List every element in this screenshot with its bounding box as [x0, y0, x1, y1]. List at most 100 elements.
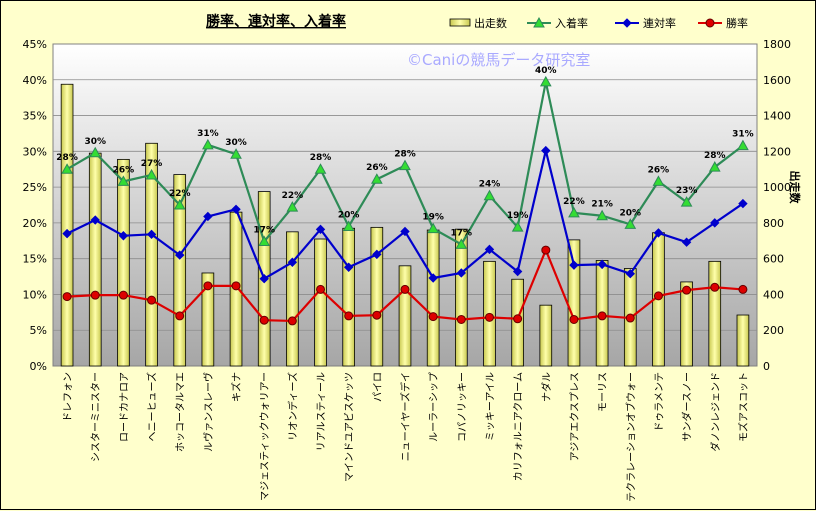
- category-label: ダノンレジェンド: [709, 372, 722, 452]
- triangle-marker: [680, 196, 693, 207]
- circle-marker: [118, 290, 128, 300]
- data-label: 26%: [648, 165, 670, 175]
- circle-marker: [738, 284, 748, 294]
- left-tick-label: 15%: [23, 253, 47, 266]
- diamond-marker: [259, 273, 269, 284]
- data-label: 22%: [169, 189, 191, 199]
- diamond-marker: [597, 259, 607, 270]
- data-label: 24%: [479, 180, 501, 190]
- category-label: シスターミニスター: [90, 372, 102, 462]
- category-label: パイロ: [372, 372, 384, 402]
- legend: 出走数 入着率 連対率 勝率: [449, 16, 748, 30]
- triangle-marker: [145, 168, 158, 180]
- bar: [286, 231, 299, 367]
- triangle-marker: [539, 75, 552, 87]
- circle-marker: [62, 292, 72, 302]
- diamond-marker: [541, 145, 551, 156]
- data-label: 17%: [451, 228, 473, 238]
- data-labels: 28% 30% 26% 27% 22% 31% 30% 17% 22% 28% 20% 26% 28% 1…: [56, 66, 753, 238]
- category-label: ホッコータルマエ: [175, 372, 187, 452]
- triangle-marker: [708, 161, 721, 172]
- circle-marker: [287, 316, 297, 326]
- diamond-marker: [287, 257, 298, 267]
- gridlines: [53, 79, 757, 331]
- category-label: ヘニーヒューズ: [146, 372, 159, 442]
- bar: [708, 260, 722, 367]
- data-label: 28%: [394, 150, 416, 160]
- bar: [88, 152, 102, 367]
- triangle-marker: [342, 220, 355, 231]
- diamond-marker: [372, 249, 382, 260]
- left-tick-label: 0%: [30, 360, 47, 373]
- diamond-marker: [90, 215, 100, 225]
- diamond-marker: [428, 273, 438, 283]
- data-label: 28%: [704, 151, 726, 161]
- data-label: 17%: [253, 225, 275, 235]
- diamond-marker: [400, 226, 410, 237]
- triangle-marker: [399, 159, 411, 171]
- circle-marker: [484, 312, 494, 322]
- data-label: 40%: [535, 66, 557, 76]
- diamond-marker: [569, 260, 579, 270]
- category-label: アジアエクスプレス: [569, 372, 581, 461]
- left-tick-label: 35%: [23, 110, 47, 123]
- data-label: 26%: [113, 165, 135, 175]
- legend-label: 出走数: [474, 16, 507, 30]
- line-series: [61, 75, 749, 326]
- circle-marker: [175, 311, 185, 321]
- category-label: カリフォルニアクローム: [513, 372, 525, 481]
- data-label: 26%: [366, 163, 388, 173]
- circle-marker: [710, 282, 720, 292]
- right-tick-label: 600: [763, 253, 784, 266]
- category-label: ナダル: [540, 372, 553, 402]
- triangle-marker: [314, 163, 327, 174]
- bar: [145, 142, 158, 367]
- category-label: キズナ: [230, 372, 243, 402]
- bar: [370, 226, 384, 367]
- bar: [426, 229, 440, 367]
- data-label: 19%: [507, 211, 529, 221]
- bar: [173, 174, 187, 367]
- left-tick-label: 20%: [23, 217, 47, 230]
- category-label: マインドユアビスケッツ: [344, 372, 356, 482]
- data-label: 31%: [732, 130, 754, 140]
- diamond-marker: [118, 231, 129, 241]
- circle-marker: [682, 285, 692, 295]
- right-tick-label: 800: [763, 217, 784, 230]
- circle-marker: [597, 311, 607, 321]
- triangle-marker: [624, 218, 637, 229]
- bar: [398, 265, 412, 367]
- category-label: モーリス: [598, 372, 609, 412]
- diamond-marker: [710, 218, 720, 228]
- triangle-marker: [455, 238, 468, 249]
- triangle-marker: [533, 16, 545, 28]
- bar: [567, 239, 581, 367]
- category-label: リアルスティール: [317, 372, 328, 451]
- category-label: ドゥラメンテ: [653, 372, 665, 432]
- left-tick-label: 30%: [23, 145, 47, 158]
- circle-marker: [705, 18, 715, 28]
- diamond-marker: [343, 262, 354, 272]
- circle-marker: [147, 295, 157, 305]
- right-tick-label: 200: [763, 324, 784, 337]
- left-axis: 0% 5% 10% 15% 20% 25% 30% 35% 40% 45%: [23, 38, 47, 373]
- data-label: 27%: [141, 159, 163, 169]
- bar: [680, 281, 693, 367]
- category-label: ドレフォン: [63, 372, 74, 422]
- data-label: 30%: [225, 138, 247, 148]
- data-label: 19%: [422, 213, 444, 223]
- diamond-marker: [146, 229, 157, 240]
- data-label: 30%: [84, 137, 106, 147]
- category-label: ミッキーアイル: [485, 372, 496, 441]
- triangle-marker: [258, 235, 271, 246]
- circle-marker: [344, 311, 354, 321]
- bar: [342, 227, 355, 367]
- diamond-marker: [231, 204, 241, 215]
- left-tick-label: 45%: [23, 38, 47, 51]
- diamond-marker: [175, 250, 185, 260]
- category-label: サンダースノー: [681, 372, 694, 442]
- circle-marker: [569, 314, 579, 324]
- right-tick-label: 1600: [763, 74, 791, 87]
- diamond-marker: [512, 266, 523, 277]
